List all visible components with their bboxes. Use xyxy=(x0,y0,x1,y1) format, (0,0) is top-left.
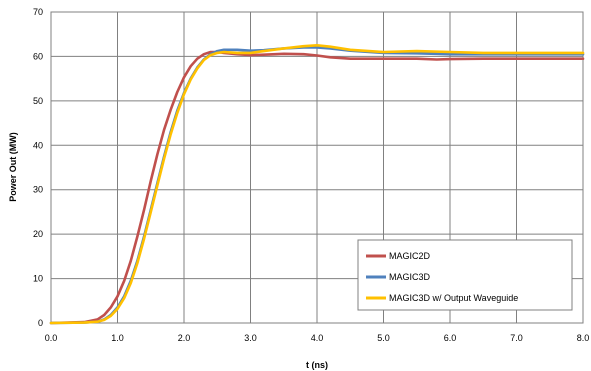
x-tick-label: 8.0 xyxy=(577,333,590,343)
series-line-0 xyxy=(49,50,585,325)
x-tick-label: 3.0 xyxy=(244,333,257,343)
y-tick-label: 30 xyxy=(33,185,43,195)
y-tick-label: 10 xyxy=(33,274,43,284)
x-tick-label: 5.0 xyxy=(377,333,390,343)
y-tick-label: 40 xyxy=(33,140,43,150)
x-tick-label: 0.0 xyxy=(45,333,58,343)
y-tick-label: 20 xyxy=(33,229,43,239)
y-axis-title: Power Out (MW) xyxy=(8,132,18,202)
plot-area xyxy=(50,11,584,324)
y-tick-label: 0 xyxy=(38,318,43,328)
x-axis-title: t (ns) xyxy=(306,360,328,370)
x-tick-label: 6.0 xyxy=(444,333,457,343)
legend-label-magic3d: MAGIC3D xyxy=(389,272,431,282)
series-lines xyxy=(49,43,585,325)
legend: MAGIC2D MAGIC3D MAGIC3D w/ Output Wavegu… xyxy=(357,239,573,311)
x-tick-label: 1.0 xyxy=(111,333,124,343)
x-tick-label: 4.0 xyxy=(311,333,324,343)
x-tick-label: 2.0 xyxy=(178,333,191,343)
tick-labels: 0.0 1.0 2.0 3.0 4.0 5.0 6.0 7.0 8.0 0 10 20 30 40 50 60… xyxy=(33,7,589,343)
y-tick-label: 60 xyxy=(33,51,43,61)
x-tick-label: 7.0 xyxy=(510,333,523,343)
legend-label-magic3d-waveguide: MAGIC3D w/ Output Waveguide xyxy=(389,293,518,303)
y-tick-label: 70 xyxy=(33,7,43,17)
series-line-2 xyxy=(49,43,585,325)
legend-box xyxy=(357,239,573,311)
legend-label-magic2d: MAGIC2D xyxy=(389,251,431,261)
y-tick-label: 50 xyxy=(33,96,43,106)
